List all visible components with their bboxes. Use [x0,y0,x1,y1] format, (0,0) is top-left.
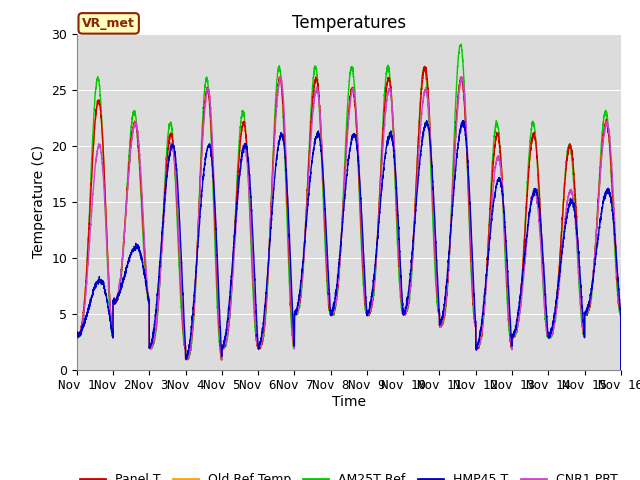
AM25T Ref [440,313,448,319]
Old Ref Temp [471,318,479,324]
Panel T [73,334,81,339]
X-axis label: Time: Time [332,395,366,409]
AM25T Ref [471,320,479,325]
HMP45 T [73,333,81,338]
CNR1 PRT [471,316,479,322]
AM25T Ref [171,163,179,168]
AM25T Ref [617,367,625,372]
HMP45 T [171,148,179,154]
Legend: Panel T, Old Ref Temp, AM25T Ref, HMP45 T, CNR1 PRT: Panel T, Old Ref Temp, AM25T Ref, HMP45 … [75,468,623,480]
CNR1 PRT [617,367,625,372]
Panel T [441,312,449,317]
HMP45 T [616,306,624,312]
CNR1 PRT [171,158,179,164]
Panel T [171,157,179,163]
HMP45 T [459,118,467,123]
AM25T Ref [328,310,336,315]
HMP45 T [617,367,625,372]
Line: Old Ref Temp: Old Ref Temp [77,66,621,369]
Old Ref Temp [617,366,625,372]
AM25T Ref [73,335,81,340]
Panel T [616,309,624,315]
AM25T Ref [502,265,509,271]
CNR1 PRT [329,309,337,315]
HMP45 T [471,303,479,309]
CNR1 PRT [502,246,509,252]
Panel T [502,250,509,255]
HMP45 T [328,310,336,316]
Text: VR_met: VR_met [82,17,135,30]
Panel T [471,318,479,324]
HMP45 T [440,300,448,306]
Old Ref Temp [441,312,449,317]
Title: Temperatures: Temperatures [292,14,406,32]
Old Ref Temp [73,333,81,338]
Old Ref Temp [171,156,179,162]
Line: Panel T: Panel T [77,67,621,370]
Old Ref Temp [420,63,428,69]
CNR1 PRT [276,74,284,80]
Old Ref Temp [328,311,336,316]
Line: AM25T Ref: AM25T Ref [77,44,621,370]
CNR1 PRT [73,335,81,341]
AM25T Ref [616,309,624,315]
Y-axis label: Temperature (C): Temperature (C) [31,145,45,258]
Panel T [617,367,625,372]
Panel T [328,310,336,316]
Line: HMP45 T: HMP45 T [77,120,621,370]
HMP45 T [502,232,509,238]
CNR1 PRT [441,309,449,314]
AM25T Ref [458,41,465,47]
CNR1 PRT [616,310,624,315]
Panel T [421,64,429,70]
Line: CNR1 PRT: CNR1 PRT [77,77,621,370]
Old Ref Temp [616,310,624,315]
Old Ref Temp [502,250,509,256]
